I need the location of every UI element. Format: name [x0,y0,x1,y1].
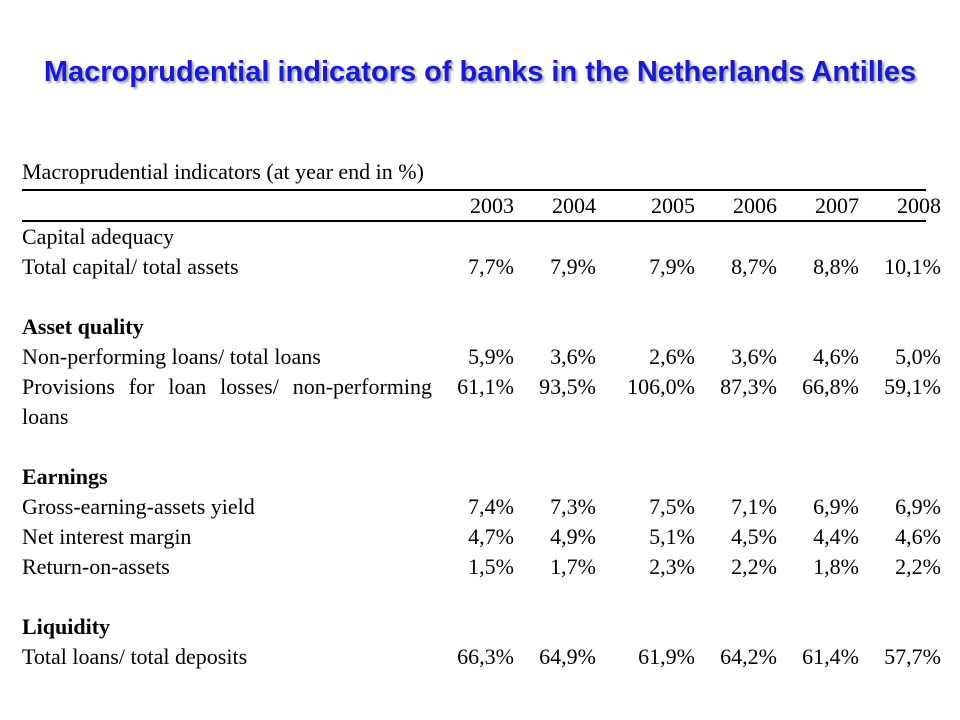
year-header-2006: 2006 [733,193,777,218]
cell-2003: 61,1% [457,374,514,399]
cell-2006: 2,2% [731,554,777,579]
cell-2008: 5,0% [895,344,941,369]
slide-title: Macroprudential indicators of banks in t… [43,56,917,88]
section-heading-capital-adequacy: Capital adequacy [22,222,926,252]
year-header-row: 2003 2004 2005 2006 2007 2008 [22,189,941,222]
cell-2005: 7,5% [649,494,695,519]
section-heading-label: Capital adequacy [22,224,175,249]
cell-2007: 4,4% [813,524,859,549]
cell-2005: 2,6% [649,344,695,369]
row-label: Net interest margin [22,524,192,549]
cell-2006: 8,7% [731,254,777,279]
year-header-2008: 2008 [897,193,941,218]
table-row: Total capital/ total assets 7,7% 7,9% 7,… [22,252,941,282]
cell-2005: 106,0% [627,374,695,399]
table-row: Non-performing loans/ total loans 5,9% 3… [22,342,941,372]
year-header-spacer [22,191,432,220]
cell-2006: 4,5% [731,524,777,549]
cell-2006: 3,6% [731,344,777,369]
cell-2008: 59,1% [884,374,941,399]
row-label: Total capital/ total assets [22,254,239,279]
cell-2003: 5,9% [468,344,514,369]
row-label: Non-performing loans/ total loans [22,344,321,369]
table-caption: Macroprudential indicators (at year end … [22,159,424,184]
cell-2007: 1,8% [813,554,859,579]
section-heading-label: Earnings [22,464,108,489]
cell-2007: 8,8% [813,254,859,279]
cell-2007: 66,8% [802,374,859,399]
section-heading-asset-quality: Asset quality [22,312,926,342]
cell-2006: 87,3% [720,374,777,399]
cell-2005: 7,9% [649,254,695,279]
cell-2006: 7,1% [731,494,777,519]
cell-2006: 64,2% [720,644,777,669]
cell-2003: 7,4% [468,494,514,519]
cell-2004: 4,9% [550,524,596,549]
cell-2005: 61,9% [638,644,695,669]
cell-2007: 6,9% [813,494,859,519]
row-label: Total loans/ total deposits [22,644,248,669]
table-row: Provisions for loan losses/ non-performi… [22,372,941,432]
cell-2008: 2,2% [895,554,941,579]
cell-2004: 1,7% [550,554,596,579]
section-heading-liquidity: Liquidity [22,612,926,642]
section-spacer [22,582,926,612]
cell-2003: 7,7% [468,254,514,279]
cell-2005: 5,1% [649,524,695,549]
row-label: Provisions for loan losses/ non-performi… [22,374,432,429]
year-header-2003: 2003 [470,193,514,218]
cell-2007: 4,6% [813,344,859,369]
row-label: Return-on-assets [22,554,170,579]
cell-2004: 3,6% [550,344,596,369]
cell-2003: 4,7% [468,524,514,549]
cell-2003: 66,3% [457,644,514,669]
cell-2008: 4,6% [895,524,941,549]
cell-2003: 1,5% [468,554,514,579]
table-row: Gross-earning-assets yield 7,4% 7,3% 7,5… [22,492,941,522]
table-row: Net interest margin 4,7% 4,9% 5,1% 4,5% … [22,522,941,552]
section-spacer [22,282,926,312]
cell-2008: 6,9% [895,494,941,519]
cell-2007: 61,4% [802,644,859,669]
section-heading-label: Liquidity [22,614,111,639]
year-header-2005: 2005 [651,193,695,218]
cell-2005: 2,3% [649,554,695,579]
table-row: Total loans/ total deposits 66,3% 64,9% … [22,642,941,672]
section-heading-label: Asset quality [22,314,144,339]
cell-2004: 93,5% [539,374,596,399]
cell-2008: 10,1% [884,254,941,279]
section-spacer [22,432,926,462]
year-header-2004: 2004 [552,193,596,218]
cell-2008: 57,7% [884,644,941,669]
section-heading-earnings: Earnings [22,462,926,492]
indicators-table: Macroprudential indicators (at year end … [22,155,941,672]
cell-2004: 7,9% [550,254,596,279]
year-header-2007: 2007 [815,193,859,218]
cell-2004: 64,9% [539,644,596,669]
row-label: Gross-earning-assets yield [22,494,255,519]
cell-2004: 7,3% [550,494,596,519]
table-row: Return-on-assets 1,5% 1,7% 2,3% 2,2% 1,8… [22,552,941,582]
